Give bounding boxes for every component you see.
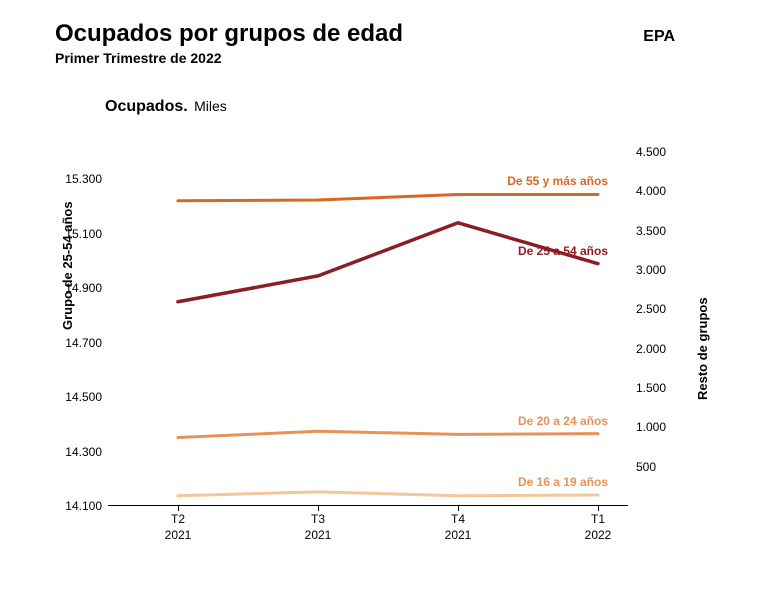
right-y-tick: 2.000 [636, 342, 666, 356]
left-y-tick: 14.100 [58, 499, 102, 513]
epa-label: EPA [643, 28, 675, 46]
left-y-tick: 14.900 [58, 281, 102, 295]
x-tick-mark [178, 506, 179, 511]
header: Ocupados por grupos de edad EPA Primer T… [55, 20, 715, 66]
left-y-axis-label: Grupo de 25-54 años [60, 201, 75, 330]
x-tick: T12022 [573, 512, 623, 543]
right-y-tick: 1.000 [636, 420, 666, 434]
page-title: Ocupados por grupos de edad [55, 20, 403, 48]
right-y-tick: 4.500 [636, 145, 666, 159]
chart-title-bold: Ocupados. [105, 98, 188, 115]
x-tick: T42021 [433, 512, 483, 543]
left-y-tick: 14.700 [58, 336, 102, 350]
right-y-axis-label: Resto de grupos [695, 297, 710, 400]
x-tick-mark [318, 506, 319, 511]
right-y-tick: 3.500 [636, 224, 666, 238]
left-y-tick: 14.300 [58, 445, 102, 459]
series-label: De 25 a 54 años [498, 244, 608, 258]
series-label: De 55 y más años [498, 174, 608, 188]
right-y-tick: 3.000 [636, 263, 666, 277]
plot-area [108, 152, 628, 506]
series-label: De 20 a 24 años [498, 414, 608, 428]
series-lines [108, 152, 628, 506]
left-y-tick: 15.300 [58, 172, 102, 186]
x-tick: T22021 [153, 512, 203, 543]
chart-title: Ocupados. Miles [105, 98, 227, 116]
x-tick: T32021 [293, 512, 343, 543]
series-line [178, 194, 598, 200]
page-subtitle: Primer Trimestre de 2022 [55, 50, 715, 66]
left-y-tick: 14.500 [58, 390, 102, 404]
series-line [178, 223, 598, 302]
right-y-tick: 2.500 [636, 302, 666, 316]
title-row: Ocupados por grupos de edad EPA [55, 20, 715, 48]
x-tick-mark [598, 506, 599, 511]
x-tick-mark [458, 506, 459, 511]
series-line [178, 431, 598, 437]
series-line [178, 492, 598, 496]
series-label: De 16 a 19 años [498, 475, 608, 489]
right-y-tick: 4.000 [636, 184, 666, 198]
right-y-tick: 1.500 [636, 381, 666, 395]
right-y-tick: 500 [636, 460, 656, 474]
chart-title-light: Miles [194, 98, 227, 114]
left-y-tick: 15.100 [58, 227, 102, 241]
